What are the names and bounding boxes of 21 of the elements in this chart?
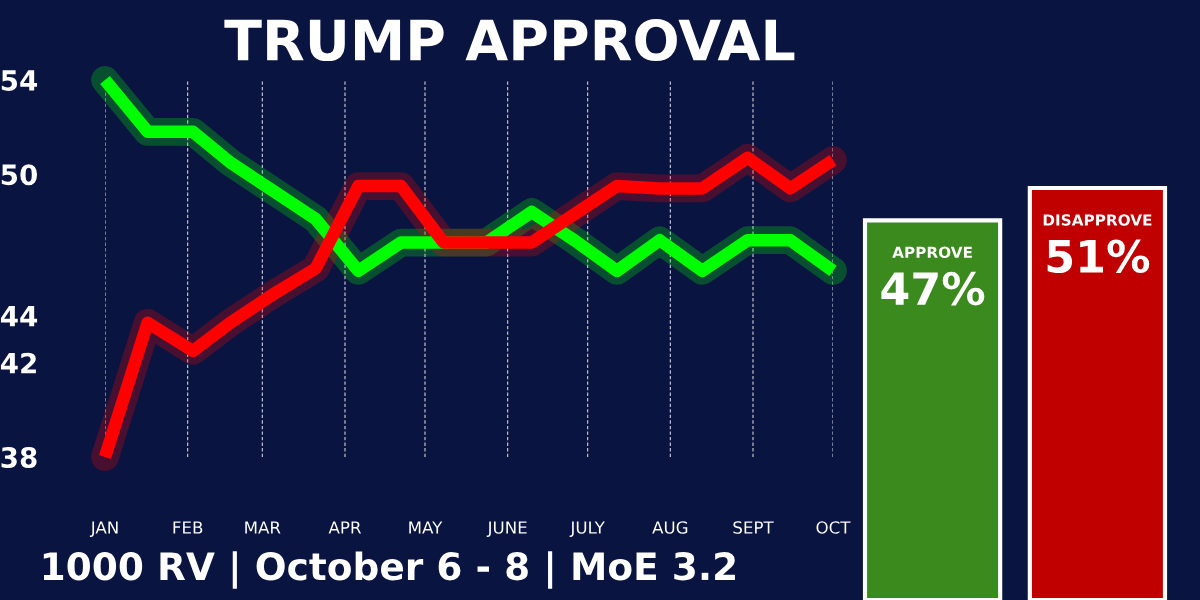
x-tick-label: AUG [652, 521, 688, 534]
x-tick-label: OCT [816, 521, 851, 534]
y-tick-label: 44 [0, 305, 38, 327]
x-tick-label: APR [328, 521, 362, 534]
x-tick-label: MAR [245, 521, 281, 534]
x-tick-label: JULY [569, 521, 605, 537]
chart-title: TRUMP APPROVAL [224, 19, 795, 62]
x-tick-label: SEPT [733, 521, 774, 534]
x-tick-label: APPROVE [892, 246, 972, 259]
text: 1000 RV | October 6 - 8 | MoE 3.2 [43, 551, 735, 589]
data-label: 47% [881, 271, 985, 306]
y-tick-label: 42 [0, 352, 36, 374]
y-tick-label: 54 [1, 70, 38, 91]
y-tick-label: 50 [1, 164, 38, 186]
x-tick-label: MAY [409, 521, 443, 534]
x-tick-label: FEB [173, 521, 203, 534]
x-tick-label: JUNE [486, 521, 527, 537]
x-tick-label: DISAPPROVE [1043, 214, 1152, 226]
data-label: 51% [1047, 239, 1150, 274]
y-tick-label: 38 [1, 446, 37, 468]
x-tick-label: JAN [89, 521, 118, 537]
